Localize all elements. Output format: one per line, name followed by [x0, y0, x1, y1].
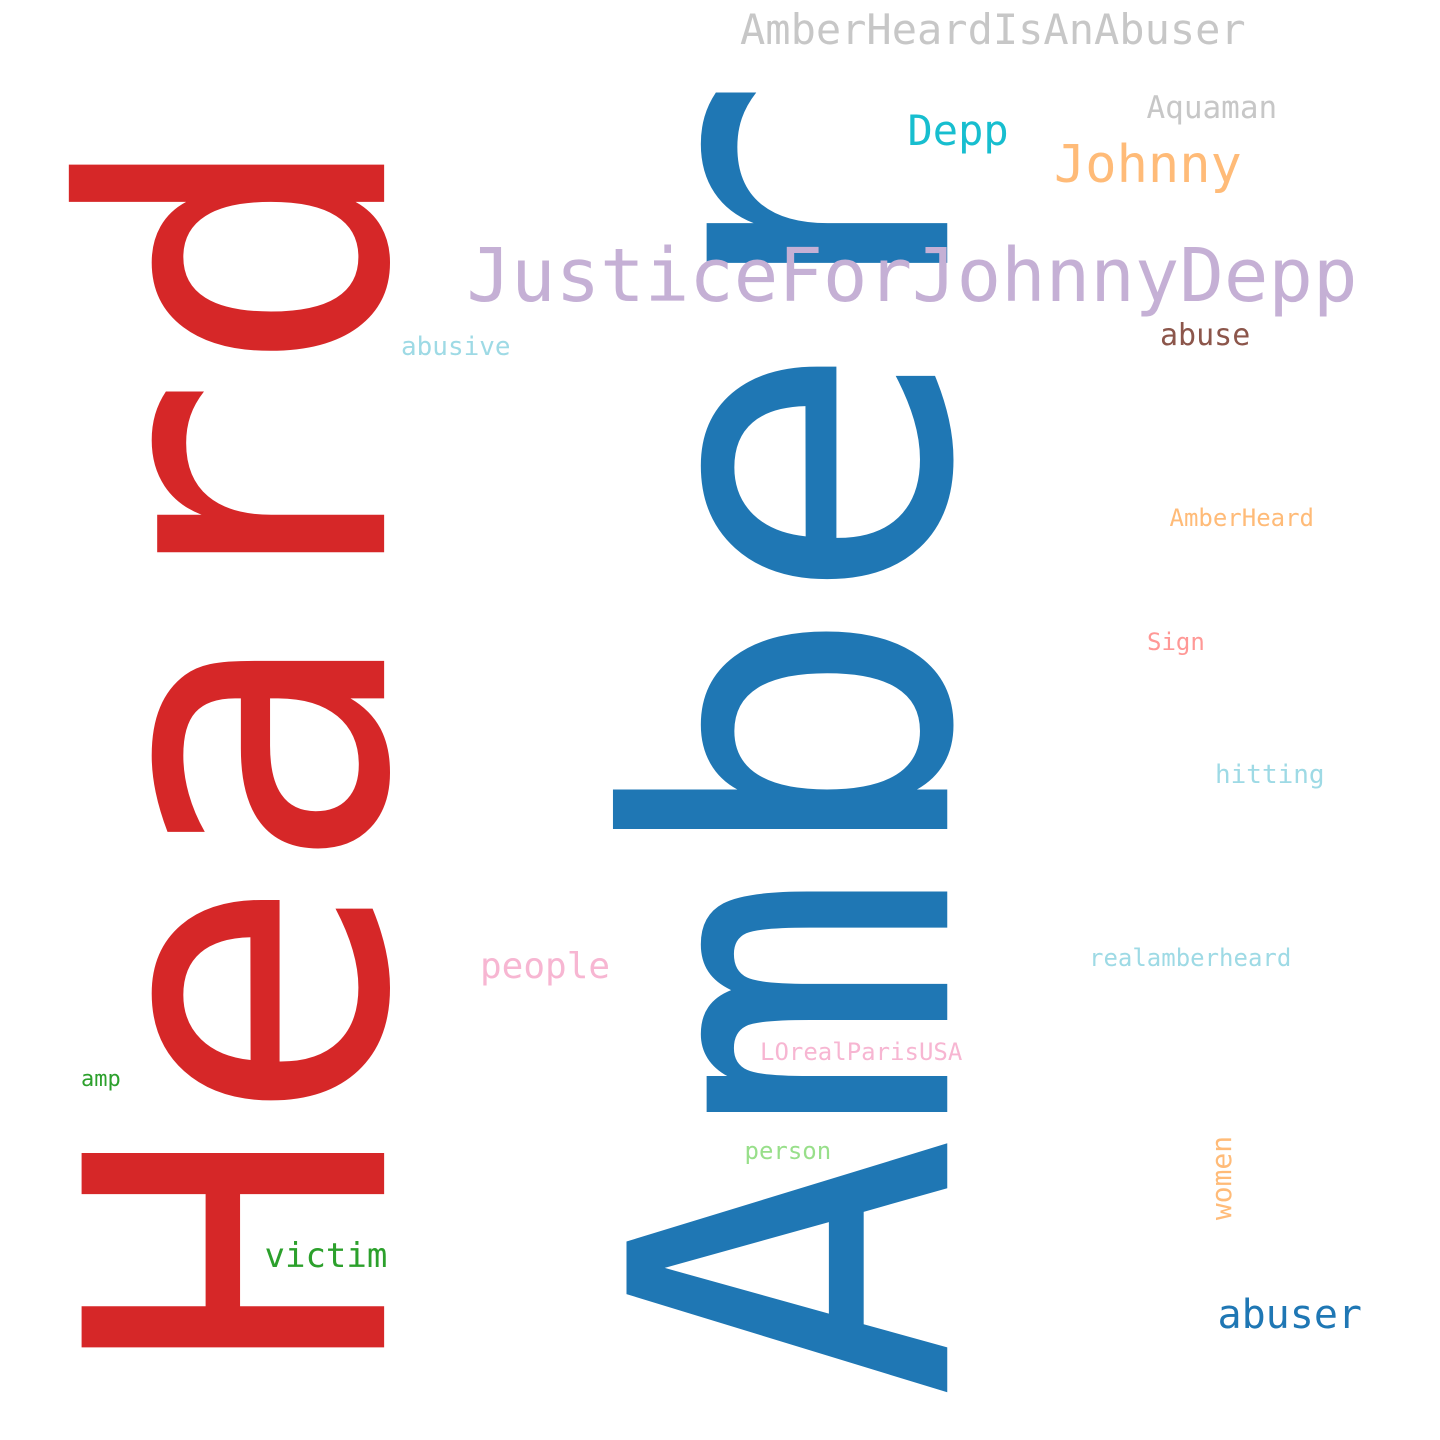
word-abusive: abusive	[401, 332, 511, 362]
word-amberheard: AmberHeard	[1169, 504, 1315, 532]
word-abuse: abuse	[1160, 318, 1251, 353]
word-realamberheard: realamberheard	[1089, 944, 1292, 972]
word-women: women	[1205, 1135, 1239, 1221]
word-johnny: Johnny	[1054, 135, 1242, 195]
word-aquaman: Aquaman	[1146, 89, 1278, 126]
word-amberheardisanabuser: AmberHeardIsAnAbuser	[740, 5, 1246, 54]
word-depp: Depp	[907, 106, 1009, 155]
word-hitting: hitting	[1215, 760, 1325, 790]
word-lorealparisusa: LOrealParisUSA	[760, 1038, 963, 1066]
word-heard: Heard	[0, 125, 482, 1375]
word-abuser: abuser	[1217, 1292, 1363, 1338]
word-amp: amp	[81, 1067, 121, 1092]
word-sign: Sign	[1147, 628, 1205, 656]
word-people: people	[480, 946, 611, 987]
word-justiceforjohnnydepp: JusticeForJohnnyDepp	[466, 233, 1358, 319]
word-victim: victim	[264, 1236, 388, 1276]
word-person: person	[744, 1137, 832, 1165]
